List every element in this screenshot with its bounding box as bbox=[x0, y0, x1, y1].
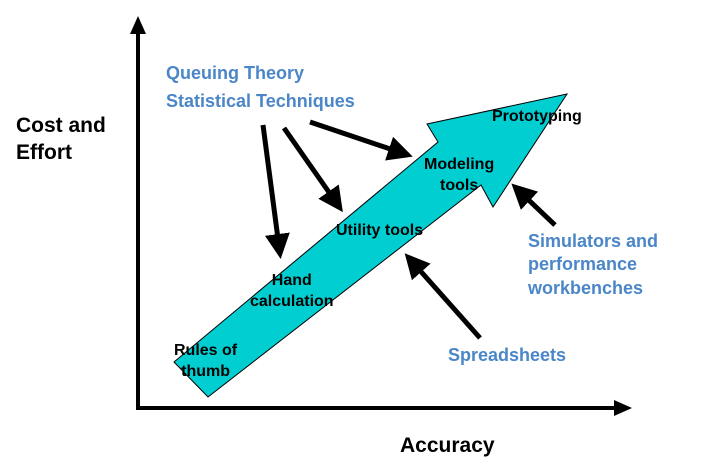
y-axis-label: Cost and Effort bbox=[16, 112, 106, 167]
spreadsheets-label: Spreadsheets bbox=[448, 345, 567, 365]
y-axis-label-line1: Cost and bbox=[16, 114, 106, 137]
x-axis-label: Accuracy bbox=[400, 434, 495, 457]
utility-tools-label: Utility tools bbox=[336, 222, 424, 239]
hand-calculation-line1: Hand bbox=[271, 272, 312, 289]
rules-of-thumb-label: Rules of thumb bbox=[174, 341, 237, 383]
prototyping-label: Prototyping bbox=[492, 108, 582, 125]
hand-calculation-label: Hand calculation bbox=[250, 271, 334, 313]
queuing-to-hand-pointer bbox=[260, 124, 290, 259]
simulators-label-line3: workbenches bbox=[528, 277, 644, 298]
simulators-pointer bbox=[511, 183, 557, 227]
statistical-techniques-label: Statistical Techniques bbox=[166, 91, 355, 111]
hand-calculation-line2: calculation bbox=[250, 292, 334, 310]
progression-arrow bbox=[173, 93, 569, 398]
modeling-tools-line2: tools bbox=[440, 176, 479, 194]
rules-of-thumb-line1: Rules of bbox=[174, 342, 238, 359]
simulators-label: Simulators and performance workbenches bbox=[528, 230, 658, 300]
simulators-label-line1: Simulators and bbox=[528, 231, 659, 251]
x-axis-arrowhead bbox=[614, 400, 632, 416]
queuing-theory-label: Queuing Theory bbox=[166, 63, 305, 83]
modeling-tools-label: Modeling tools bbox=[424, 155, 494, 197]
spreadsheets-pointer bbox=[404, 253, 482, 340]
y-axis-arrowhead bbox=[130, 16, 146, 34]
rules-of-thumb-line2: thumb bbox=[181, 362, 230, 380]
queuing-to-utility-pointer bbox=[281, 126, 343, 213]
queuing-to-modeling-pointer bbox=[309, 119, 413, 161]
modeling-tools-line1: Modeling bbox=[424, 156, 495, 173]
simulators-label-line2: performance bbox=[528, 254, 638, 275]
y-axis-label-line2: Effort bbox=[16, 141, 72, 165]
